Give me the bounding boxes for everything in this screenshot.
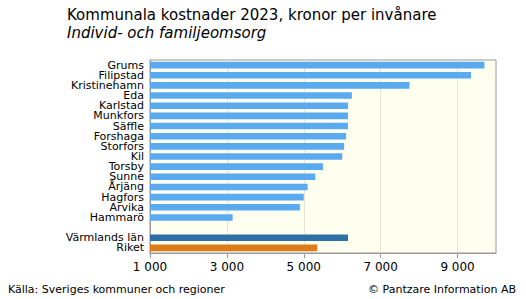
svg-text:Torsby: Torsby xyxy=(108,160,144,174)
svg-text:Munkfors: Munkfors xyxy=(93,109,144,123)
svg-text:Grums: Grums xyxy=(107,58,144,72)
svg-text:Riket: Riket xyxy=(116,241,144,254)
svg-text:Arvika: Arvika xyxy=(109,200,144,214)
svg-text:Hagfors: Hagfors xyxy=(101,190,144,204)
svg-text:Karlstad: Karlstad xyxy=(98,99,144,113)
svg-text:Individ- och familjeomsorg: Individ- och familjeomsorg xyxy=(67,24,266,42)
svg-text:Kil: Kil xyxy=(130,150,144,163)
svg-text:Forshaga: Forshaga xyxy=(93,129,144,143)
svg-text:Sunne: Sunne xyxy=(109,170,144,184)
svg-text:5 000: 5 000 xyxy=(287,260,321,274)
svg-text:9 000: 9 000 xyxy=(440,260,474,274)
svg-text:Kommunala kostnader 2023, kron: Kommunala kostnader 2023, kronor per inv… xyxy=(67,6,436,24)
svg-text:3 000: 3 000 xyxy=(210,260,244,274)
svg-text:Säffle: Säffle xyxy=(112,119,144,133)
svg-text:Kristinehamn: Kristinehamn xyxy=(71,78,144,92)
svg-text:1 000: 1 000 xyxy=(133,260,167,274)
svg-text:Hammarö: Hammarö xyxy=(90,211,144,224)
svg-text:Filipstad: Filipstad xyxy=(98,68,144,82)
svg-text:Värmlands län: Värmlands län xyxy=(65,231,144,245)
svg-text:© Pantzare Information AB: © Pantzare Information AB xyxy=(368,283,516,296)
svg-text:Årjäng: Årjäng xyxy=(108,180,144,194)
svg-text:Eda: Eda xyxy=(123,89,144,103)
svg-text:Källa: Sveriges kommuner och r: Källa: Sveriges kommuner och regioner xyxy=(8,283,225,296)
svg-text:7 000: 7 000 xyxy=(363,260,397,274)
svg-text:Storfors: Storfors xyxy=(100,139,144,153)
